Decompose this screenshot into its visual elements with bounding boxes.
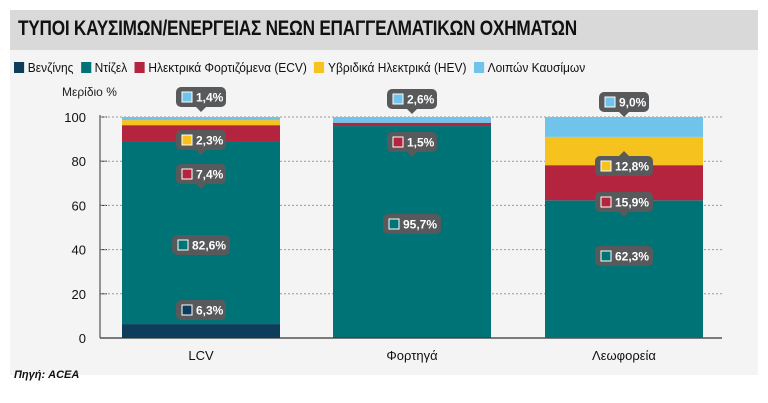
data-label: 62,3%: [615, 250, 649, 264]
bubble-pointer: [196, 184, 206, 189]
legend-label: Υβριδικά Ηλεκτρικά (HEV): [328, 60, 467, 75]
data-label: 2,3%: [196, 134, 224, 148]
chart-title: ΤΥΠΟΙ ΚΑΥΣΙΜΩΝ/ΕΝΕΡΓΕΙΑΣ ΝΕΩΝ ΕΠΑΓΓΕΛΜΑΤ…: [18, 17, 577, 40]
data-label-swatch: [181, 134, 193, 146]
bar-segment: [122, 117, 280, 121]
title-bar: [10, 10, 758, 50]
data-label-swatch: [600, 196, 612, 208]
data-label-swatch: [181, 91, 193, 103]
data-label-swatch: [177, 239, 189, 251]
data-label-swatch: [392, 136, 404, 148]
bubble-pointer: [196, 150, 206, 155]
y-tick-label: 80: [72, 154, 86, 169]
data-label: 15,9%: [615, 196, 649, 210]
legend-label: Λοιπών Καυσίμων: [487, 60, 586, 75]
legend-swatch: [14, 62, 25, 73]
data-label: 9,0%: [619, 96, 647, 110]
data-label: 1,5%: [407, 136, 435, 150]
legend-swatch: [80, 62, 91, 73]
data-label: 2,6%: [407, 93, 435, 107]
legend: Βενζίνης Ντίζελ Ηλεκτρικά Φορτιζόμενα (ECV…: [14, 60, 585, 75]
data-label-swatch: [392, 93, 404, 105]
bar-segment: [122, 324, 280, 338]
y-tick-label: 40: [72, 243, 86, 258]
bar-segment: [122, 120, 280, 126]
legend-swatch: [134, 62, 145, 73]
data-label-swatch: [604, 96, 616, 108]
bubble-pointer: [619, 151, 629, 156]
bubble-pointer: [407, 109, 417, 114]
bar-segment: [545, 117, 703, 137]
y-axis-label: Μερίδιο %: [62, 85, 117, 99]
y-tick-label: 60: [72, 198, 86, 213]
data-label-swatch: [600, 160, 612, 172]
data-label-swatch: [600, 250, 612, 262]
legend-item: Λοιπών Καυσίμων: [473, 60, 586, 75]
legend-item: Ηλεκτρικά Φορτιζόμενα (ECV): [134, 60, 307, 75]
legend-label: Ντίζελ: [94, 60, 128, 75]
y-tick-label: 100: [64, 110, 86, 125]
data-label: 12,8%: [615, 160, 649, 174]
data-label-swatch: [388, 218, 400, 230]
bar-segment: [333, 122, 491, 127]
data-label-swatch: [181, 304, 193, 316]
bar-segment: [545, 200, 703, 338]
data-label: 1,4%: [196, 91, 224, 105]
data-label: 7,4%: [196, 168, 224, 182]
legend-item: Βενζίνης: [14, 60, 73, 75]
bar-segment: [333, 117, 491, 123]
legend-label: Βενζίνης: [27, 60, 74, 75]
x-tick-label: LCV: [188, 348, 214, 363]
bubble-pointer: [619, 112, 629, 117]
bubble-pointer: [407, 152, 417, 157]
data-label-swatch: [181, 168, 193, 180]
y-tick-label: 20: [72, 287, 86, 302]
legend-swatch: [314, 62, 325, 73]
x-tick-label: Λεωφορεία: [592, 348, 656, 363]
legend-item: Υβριδικά Ηλεκτρικά (HEV): [314, 60, 466, 75]
legend-item: Ντίζελ: [80, 60, 128, 75]
data-label: 6,3%: [196, 304, 224, 318]
y-tick-label: 0: [79, 331, 86, 346]
data-label: 95,7%: [403, 218, 437, 232]
x-tick-label: Φορτηγά: [386, 348, 438, 363]
bubble-pointer: [196, 107, 206, 112]
legend-label: Ηλεκτρικά Φορτιζόμενα (ECV): [148, 60, 307, 75]
legend-swatch: [473, 62, 484, 73]
bubble-pointer: [619, 212, 629, 217]
data-label: 82,6%: [192, 239, 226, 253]
source-note: Πηγή: ACEA: [14, 369, 80, 381]
